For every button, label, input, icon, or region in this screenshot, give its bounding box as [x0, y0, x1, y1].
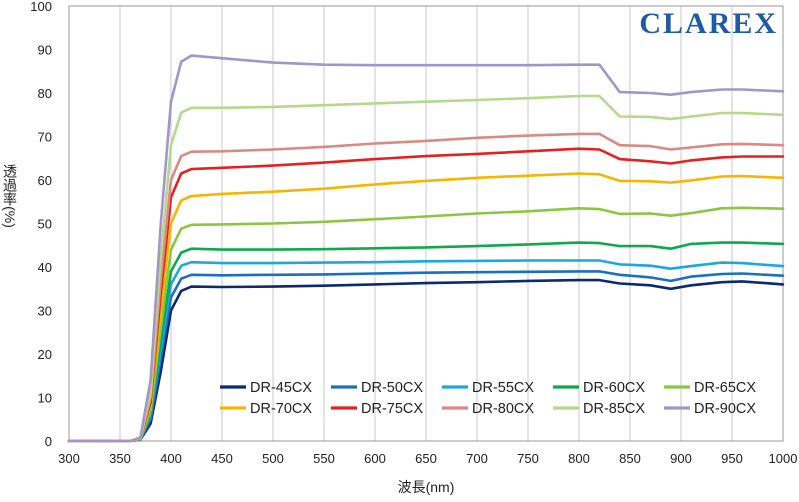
- plot-frame: [68, 5, 784, 442]
- y-tick-label: 70: [38, 130, 52, 145]
- legend-item: DR-85CX: [553, 401, 645, 417]
- y-tick-label: 90: [38, 43, 52, 58]
- y-tick-label: 50: [38, 217, 52, 232]
- y-tick-label: 60: [38, 173, 52, 188]
- y-tick-label: 30: [38, 304, 52, 319]
- series-line-dr-85cx: [67, 94, 785, 443]
- legend-item: DR-55CX: [442, 380, 534, 396]
- x-tick-label: 600: [364, 451, 386, 466]
- y-tick-label: 20: [38, 347, 52, 362]
- grid-layer: [119, 6, 733, 441]
- legend-label: DR-80CX: [472, 401, 534, 417]
- x-tick-label: 800: [568, 451, 590, 466]
- x-tick-label: 700: [466, 451, 488, 466]
- legend-label: DR-90CX: [694, 401, 756, 417]
- series-layer: [67, 54, 785, 443]
- x-tick-label: 750: [517, 451, 539, 466]
- x-axis-title: 波長(nm): [398, 479, 455, 495]
- y-tick-label: 40: [38, 260, 52, 275]
- y-tick-label: 80: [38, 86, 52, 101]
- y-tick-label: 10: [38, 391, 52, 406]
- legend-label: DR-55CX: [472, 380, 534, 396]
- legend-label: DR-70CX: [250, 401, 312, 417]
- x-tick-label: 450: [211, 451, 233, 466]
- y-tick-label: 100: [30, 0, 52, 14]
- series-line-dr-90cx: [67, 54, 785, 443]
- x-tick-label: 550: [313, 451, 335, 466]
- legend-item: DR-90CX: [664, 401, 756, 417]
- legend-label: DR-45CX: [250, 380, 312, 396]
- x-tick-label: 500: [262, 451, 284, 466]
- legend-item: DR-65CX: [664, 380, 756, 396]
- legend-label: DR-75CX: [361, 401, 423, 417]
- axes-layer: 300 350 400 450 500 550 600 650 700 750 800 850 900 9…: [30, 0, 797, 466]
- legend-label: DR-85CX: [583, 401, 645, 417]
- legend-item: DR-45CX: [220, 380, 312, 396]
- legend-label: DR-60CX: [583, 380, 645, 396]
- legend-item: DR-50CX: [331, 380, 423, 396]
- legend-item: DR-75CX: [331, 401, 423, 417]
- legend-item: DR-70CX: [220, 401, 312, 417]
- x-tick-label: 650: [415, 451, 437, 466]
- x-tick-label: 1000: [769, 451, 798, 466]
- x-tick-label: 850: [619, 451, 641, 466]
- x-tick-label: 400: [160, 451, 182, 466]
- x-tick-label: 350: [109, 451, 131, 466]
- y-axis-title: 透過率(%): [2, 164, 18, 228]
- legend-layer: DR-45CX DR-50CX DR-55CX DR-60CX DR-65CX DR-70…: [220, 380, 756, 417]
- brand-logo: CLAREX: [639, 7, 778, 40]
- x-tick-label: 950: [721, 451, 743, 466]
- series-line-dr-50cx: [67, 270, 785, 443]
- series-line-dr-65cx: [67, 206, 785, 443]
- x-tick-label: 300: [58, 451, 80, 466]
- legend-label: DR-50CX: [361, 380, 423, 396]
- legend-item: DR-60CX: [553, 380, 645, 396]
- legend-item: DR-80CX: [442, 401, 534, 417]
- series-line-dr-45cx: [67, 278, 785, 443]
- y-tick-label: 0: [45, 434, 52, 449]
- legend-label: DR-65CX: [694, 380, 756, 396]
- x-tick-label: 900: [670, 451, 692, 466]
